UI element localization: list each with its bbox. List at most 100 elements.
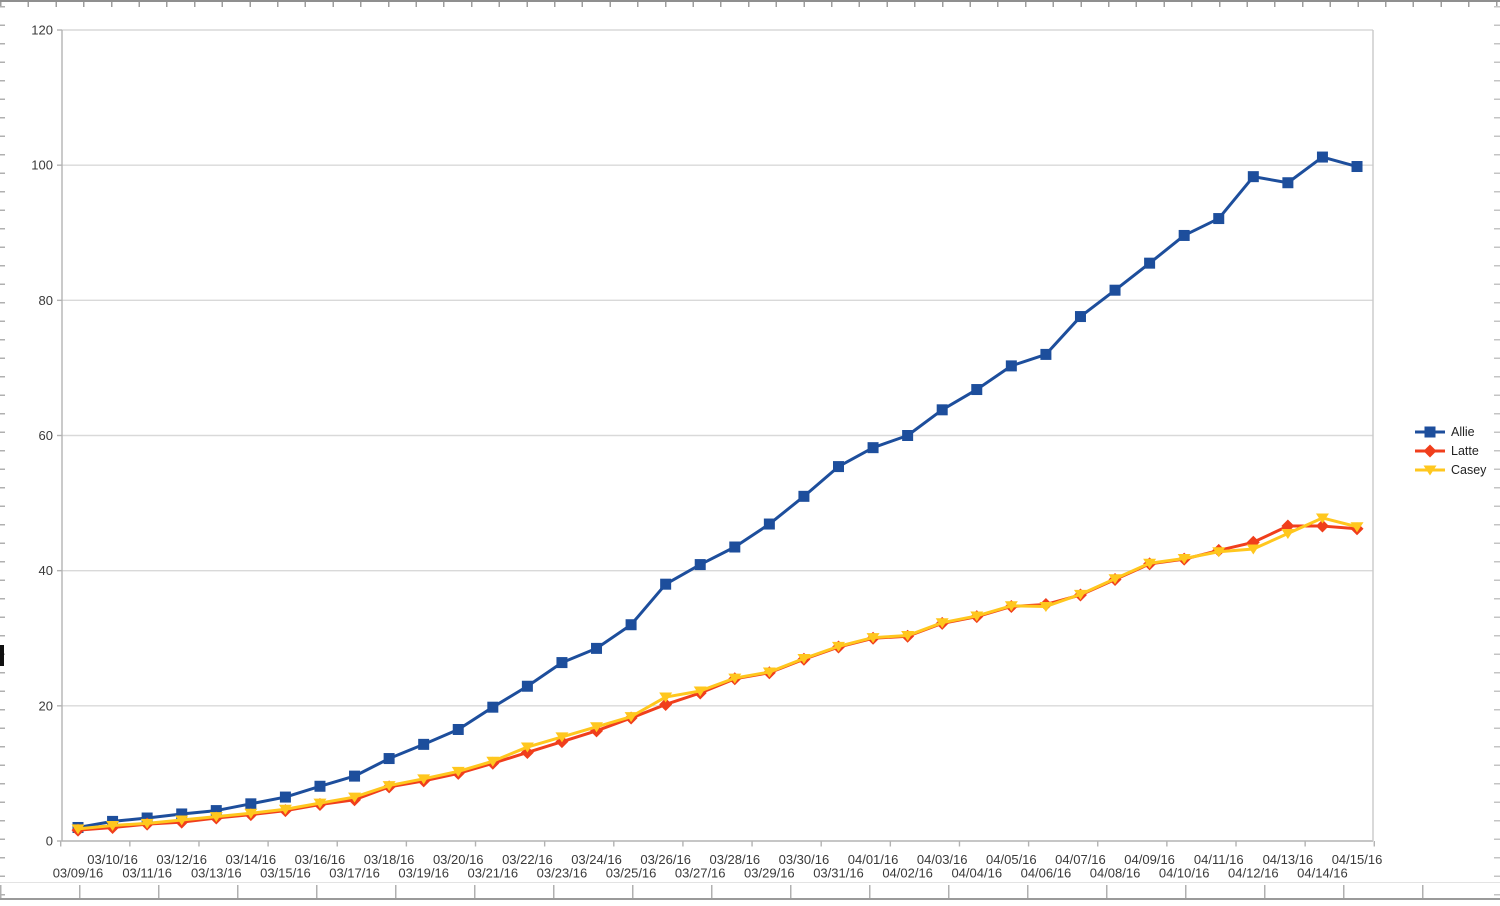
x-tick-label: 04/04/16 — [951, 866, 1002, 881]
marker-triangle-down — [209, 812, 223, 823]
y-tick-label: 80 — [39, 293, 53, 308]
marker-square — [971, 384, 983, 396]
y-tick-label: 120 — [31, 23, 53, 38]
x-tick-label: 03/30/16 — [779, 852, 830, 867]
sheet-row-ticks-right — [1494, 6, 1500, 896]
marker-square — [210, 805, 222, 817]
marker-diamond — [1423, 444, 1437, 457]
marker-triangle-down — [1143, 558, 1157, 569]
left-edge-artifact — [0, 645, 4, 666]
marker-triangle-down — [935, 618, 949, 629]
marker-triangle-down — [901, 631, 915, 642]
x-tick-label: 04/10/16 — [1159, 866, 1210, 881]
marker-square — [694, 559, 706, 571]
x-tick-label: 03/28/16 — [709, 852, 760, 867]
series-allie[interactable] — [72, 151, 1363, 833]
sheet-row-ticks-left — [0, 6, 5, 896]
series-latte[interactable] — [71, 519, 1364, 837]
marker-triangle-down — [970, 611, 984, 622]
marker-triangle-down — [659, 692, 673, 703]
marker-triangle-down — [71, 824, 85, 835]
marker-triangle-down — [728, 673, 742, 684]
y-tick-label: 100 — [31, 158, 53, 173]
marker-triangle-down — [1423, 465, 1437, 475]
chart-object-border-bottom — [0, 882, 1500, 883]
x-tick-label: 04/12/16 — [1228, 866, 1279, 881]
marker-square — [1424, 426, 1436, 437]
legend-item-casey[interactable]: Casey — [1414, 460, 1486, 479]
marker-triangle-down — [693, 686, 707, 697]
x-tick-label: 03/21/16 — [468, 866, 519, 881]
marker-square — [798, 490, 810, 502]
marker-triangle-down — [313, 798, 327, 809]
marker-square — [1178, 229, 1190, 241]
marker-square — [418, 738, 430, 750]
marker-triangle-down — [1177, 554, 1191, 565]
marker-square — [729, 541, 741, 553]
series-line — [76, 524, 1359, 832]
marker-square — [936, 404, 948, 416]
marker-square — [902, 430, 914, 441]
legend-marker-diamond-icon — [1415, 444, 1445, 457]
marker-square — [245, 798, 257, 810]
x-tick-label: 04/06/16 — [1021, 866, 1072, 881]
marker-square — [383, 753, 395, 765]
x-tick-label: 04/01/16 — [848, 852, 899, 867]
marker-square — [521, 680, 533, 692]
x-tick-label: 03/09/16 — [53, 866, 104, 881]
x-tick-label: 03/31/16 — [813, 866, 864, 881]
x-tick-label: 03/22/16 — [502, 852, 553, 867]
marker-triangle-down — [140, 818, 154, 829]
marker-triangle-down — [1073, 589, 1087, 600]
marker-triangle-down — [831, 641, 845, 652]
x-tick-label: 03/25/16 — [606, 866, 657, 881]
marker-triangle-down — [1108, 574, 1122, 585]
marker-square — [1316, 151, 1328, 163]
x-tick-label: 03/16/16 — [295, 852, 346, 867]
marker-triangle-down — [1246, 544, 1260, 555]
sheet-column-ruler-bottom — [0, 885, 1500, 900]
x-tick-label: 03/12/16 — [156, 852, 207, 867]
chart-legend[interactable]: Allie Latte Casey — [1414, 422, 1486, 479]
legend-item-allie[interactable]: Allie — [1414, 422, 1486, 441]
x-tick-label: 04/02/16 — [882, 866, 933, 881]
marker-square — [1074, 311, 1086, 323]
marker-triangle-down — [555, 732, 569, 743]
y-tick-label: 40 — [39, 563, 53, 578]
x-tick-label: 04/08/16 — [1090, 866, 1141, 881]
marker-triangle-down — [417, 774, 431, 785]
x-tick-label: 03/20/16 — [433, 852, 484, 867]
legend-marker-triangle-down-icon — [1415, 465, 1445, 475]
marker-triangle-down — [1004, 601, 1018, 612]
marker-square — [452, 723, 464, 735]
x-tick-label: 04/14/16 — [1297, 866, 1348, 881]
marker-diamond — [1315, 519, 1329, 533]
marker-square — [660, 578, 672, 590]
marker-square — [349, 770, 361, 782]
marker-triangle-down — [624, 712, 638, 723]
legend-marker-square-icon — [1415, 426, 1445, 437]
marker-square — [591, 642, 603, 654]
marker-triangle-down — [1281, 528, 1295, 539]
marker-square — [279, 791, 291, 803]
series-casey[interactable] — [71, 513, 1364, 835]
marker-diamond — [659, 697, 673, 711]
marker-square — [625, 619, 637, 631]
legend-item-latte[interactable]: Latte — [1414, 441, 1486, 460]
marker-triangle-down — [244, 808, 258, 819]
x-tick-label: 03/26/16 — [640, 852, 691, 867]
marker-triangle-down — [762, 667, 776, 678]
marker-square — [1144, 257, 1156, 269]
marker-square — [763, 518, 775, 530]
marker-triangle-down — [348, 792, 362, 803]
marker-square — [314, 780, 326, 792]
x-tick-label: 03/10/16 — [87, 852, 138, 867]
marker-triangle-down — [1350, 522, 1364, 533]
x-tick-label: 04/07/16 — [1055, 852, 1106, 867]
marker-square — [176, 808, 188, 820]
sheet-column-ruler-top — [0, 0, 1500, 7]
x-tick-label: 03/29/16 — [744, 866, 795, 881]
marker-square — [487, 701, 499, 713]
